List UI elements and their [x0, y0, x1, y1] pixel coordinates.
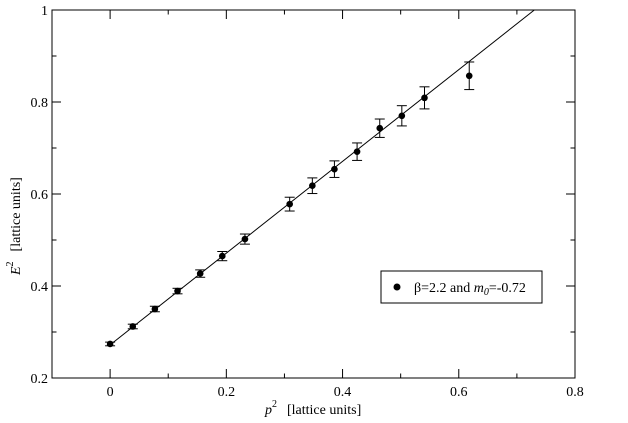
legend-entry-sub: 0 [484, 287, 489, 298]
x-tick-label: 0.4 [334, 385, 352, 400]
data-point [284, 196, 295, 212]
legend-entry-var: m [474, 281, 484, 296]
legend-entry-suffix: =-0.72 [489, 281, 526, 296]
data-marker [129, 323, 137, 330]
y-axis-label-base: E [9, 266, 24, 276]
data-point [307, 177, 318, 195]
data-marker [465, 72, 473, 80]
x-axis-label-base: p [264, 403, 272, 418]
x-tick-label: 0 [107, 385, 114, 400]
data-marker [151, 305, 159, 313]
data-marker [353, 148, 361, 155]
data-point [172, 287, 183, 295]
data-layer [105, 61, 475, 348]
y-tick-label: 1 [41, 4, 48, 19]
data-point [239, 233, 250, 245]
data-point [105, 340, 116, 348]
data-marker [241, 235, 249, 243]
data-point [464, 61, 475, 91]
data-point [352, 142, 363, 161]
data-marker [421, 94, 428, 102]
data-point [329, 160, 340, 178]
x-axis-label: p2 [lattice units] [264, 399, 361, 418]
data-marker [196, 270, 204, 277]
x-axis-label-sup: 2 [272, 399, 277, 410]
x-axis-label-units: [lattice units] [287, 403, 361, 418]
data-marker [376, 124, 384, 132]
legend-box [380, 270, 543, 304]
data-point [419, 86, 430, 110]
fit-line [109, 9, 535, 346]
fit-layer [109, 9, 535, 346]
legend-entry: β=2.2 and m0=-0.72 [414, 281, 526, 298]
y-tick-label: 0.8 [31, 96, 49, 111]
data-marker [106, 340, 114, 348]
y-axis-label-units: [lattice units] [9, 177, 24, 251]
data-marker [218, 252, 226, 260]
legend-entry-prefix: β=2.2 and [414, 281, 474, 296]
legend: β=2.2 and m0=-0.72 [380, 270, 543, 304]
data-marker [174, 287, 181, 295]
y-axis-label-sup: 2 [5, 261, 16, 266]
x-tick-label: 0.2 [218, 385, 236, 400]
data-point [195, 269, 206, 278]
data-marker [286, 200, 293, 208]
data-point [217, 251, 228, 262]
y-tick-label: 0.6 [31, 188, 49, 203]
data-marker [331, 165, 338, 173]
data-point [374, 118, 385, 138]
y-tick-label: 0.2 [31, 372, 49, 387]
data-point [149, 305, 160, 313]
x-tick-label: 0.6 [450, 385, 468, 400]
data-point [396, 105, 407, 127]
data-marker [398, 112, 406, 120]
y-tick-label: 0.4 [31, 280, 49, 295]
x-tick-label: 0.8 [566, 385, 584, 400]
axes-layer: 0 0.2 0.4 0.6 0.8 0.2 0.4 0.6 0.8 1 [31, 4, 584, 400]
legend-marker [393, 283, 401, 291]
y-axis-label: E2 [lattice units] [5, 177, 24, 276]
data-point [127, 323, 138, 330]
data-marker [309, 182, 316, 190]
